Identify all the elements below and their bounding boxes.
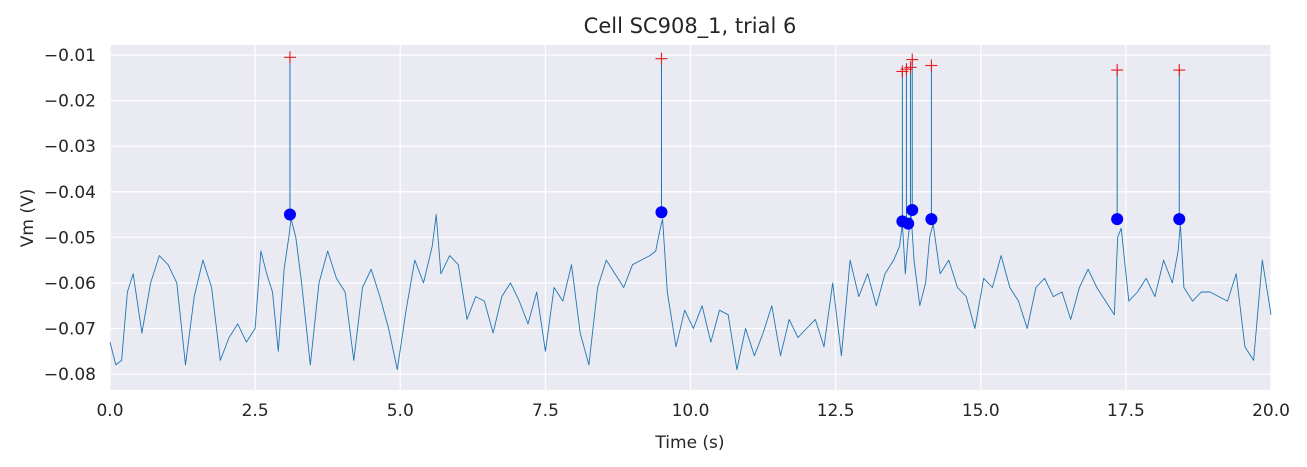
spike-peak-marker [1111, 64, 1124, 77]
grid-lines [109, 45, 1272, 390]
spike-threshold-point [1111, 213, 1124, 226]
spike-threshold-point [902, 217, 915, 230]
x-tick-label: 20.0 [1252, 401, 1290, 421]
spike-threshold-point [925, 213, 938, 226]
y-tick-label: −0.03 [44, 137, 96, 157]
y-axis-ticks: −0.01 −0.02 −0.03 −0.04 −0.05 −0.06 −0.07 −0.08 [44, 46, 96, 385]
y-tick-label: −0.07 [44, 319, 96, 339]
y-tick-label: −0.02 [44, 92, 96, 112]
y-tick-label: −0.01 [44, 46, 96, 66]
spike-peak-marker [283, 51, 296, 64]
spike-threshold-point [1173, 213, 1186, 226]
spike-threshold-point [906, 203, 919, 216]
x-tick-label: 10.0 [672, 401, 710, 421]
x-tick-label: 2.5 [242, 401, 269, 421]
y-axis-label: Vm (V) [18, 189, 38, 248]
y-tick-label: −0.04 [44, 183, 96, 203]
spike-peak-marker [655, 52, 668, 65]
x-tick-label: 7.5 [532, 401, 559, 421]
spike-threshold-point [283, 208, 296, 221]
y-tick-label: −0.06 [44, 274, 96, 294]
spike-peak-marker [925, 59, 938, 72]
y-tick-label: −0.05 [44, 228, 96, 248]
spike-peak-marker [1173, 64, 1186, 77]
data-series [109, 51, 1272, 370]
x-tick-label: 17.5 [1107, 401, 1145, 421]
spike-threshold-point [655, 206, 668, 219]
chart-title: Cell SC908_1, trial 6 [584, 14, 797, 39]
spike-peak-marker [904, 61, 917, 74]
x-tick-label: 5.0 [387, 401, 414, 421]
x-axis-label: Time (s) [654, 433, 724, 453]
x-tick-label: 15.0 [962, 401, 1000, 421]
spike-peak-marker [906, 53, 919, 66]
x-axis-ticks: 0.0 2.5 5.0 7.5 10.0 12.5 15.0 17.5 20.0 [96, 401, 1289, 421]
x-tick-label: 12.5 [817, 401, 855, 421]
y-tick-label: −0.08 [44, 365, 96, 385]
x-tick-label: 0.0 [96, 401, 123, 421]
